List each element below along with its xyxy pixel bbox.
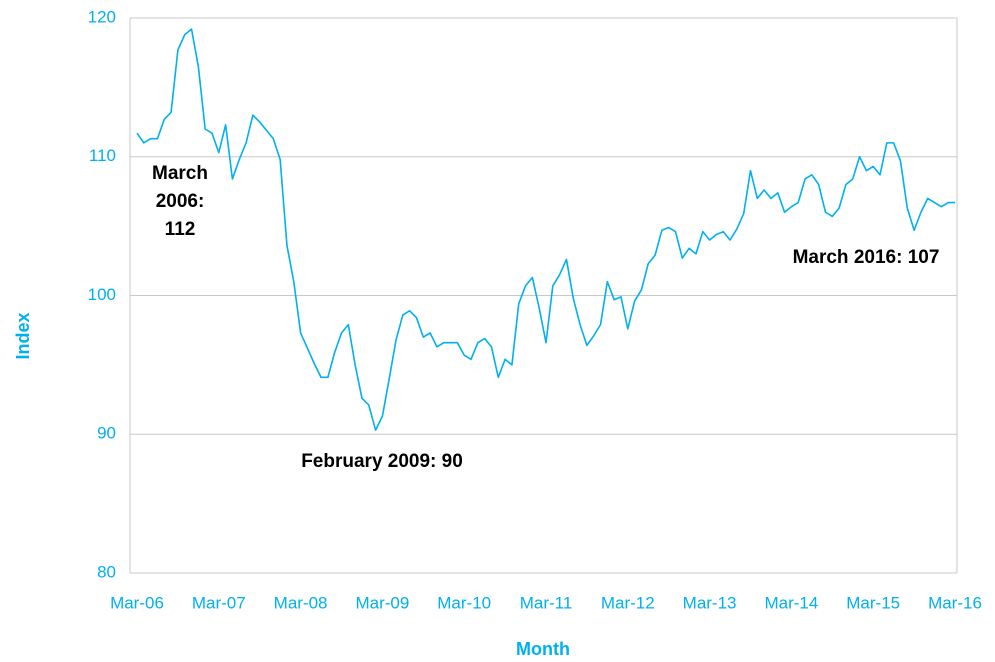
x-tick-label: Mar-07 xyxy=(192,593,246,612)
x-tick-label: Mar-14 xyxy=(764,593,818,612)
x-tick-label: Mar-10 xyxy=(437,593,491,612)
y-axis-title: Index xyxy=(13,312,33,359)
y-tick-label: 100 xyxy=(88,285,116,304)
y-tick-label: 90 xyxy=(97,424,116,443)
y-tick-label: 110 xyxy=(89,146,116,165)
x-tick-label: Mar-13 xyxy=(683,593,737,612)
data-line xyxy=(136,28,955,431)
x-tick-label: Mar-12 xyxy=(601,593,655,612)
x-tick-label: Mar-09 xyxy=(355,593,409,612)
x-tick-label: Mar-06 xyxy=(110,593,164,612)
y-tick-label: 80 xyxy=(97,562,116,581)
annotation: March 2016: 107 xyxy=(793,247,940,268)
annotation: March xyxy=(152,163,208,184)
annotation: 2006: xyxy=(156,191,205,212)
y-tick-label: 120 xyxy=(88,7,116,26)
annotation: 112 xyxy=(165,219,196,240)
x-tick-label: Mar-15 xyxy=(846,593,900,612)
x-axis-title: Month xyxy=(516,639,570,659)
x-tick-label: Mar-08 xyxy=(274,593,328,612)
annotation: February 2009: 90 xyxy=(301,451,463,472)
x-tick-label: Mar-11 xyxy=(520,593,573,612)
x-tick-label: Mar-16 xyxy=(928,593,982,612)
